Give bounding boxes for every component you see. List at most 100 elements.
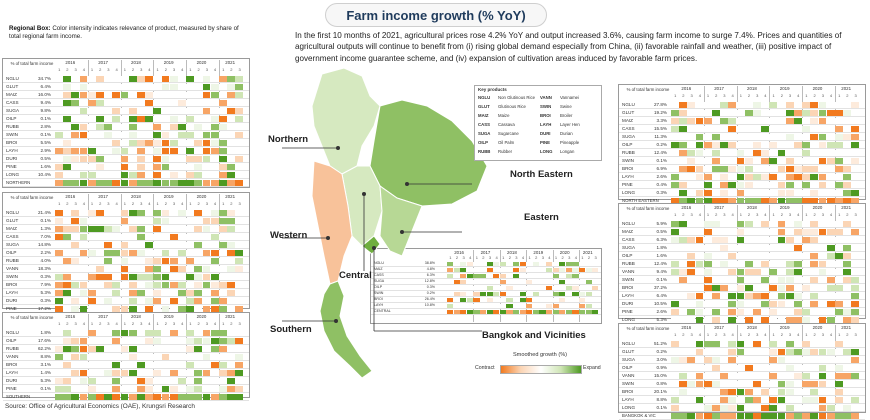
heat-cell — [79, 100, 88, 106]
heat-cell — [728, 150, 737, 156]
heat-cell — [63, 354, 71, 360]
heat-cell — [219, 156, 227, 162]
heat-cell — [835, 253, 843, 259]
heat-cell — [104, 180, 112, 186]
heat-cell — [169, 282, 178, 288]
heat-cell — [679, 341, 687, 347]
row-separator — [3, 264, 249, 265]
heat-cell — [210, 290, 219, 296]
heat-cell — [695, 341, 704, 347]
heat-cell — [826, 221, 835, 227]
heat-cell — [712, 110, 720, 116]
heat-cell — [559, 268, 566, 272]
quarter-label: 1 — [90, 67, 94, 72]
heat-cell — [161, 148, 170, 154]
heat-cell — [137, 306, 145, 312]
quarter-label: 2 — [131, 321, 135, 326]
heat-cell — [210, 124, 219, 130]
map-western[interactable] — [311, 160, 353, 285]
map-bangkok[interactable] — [361, 235, 381, 255]
map-north-eastern[interactable] — [369, 99, 488, 207]
heat-cell — [671, 174, 679, 180]
heat-cell — [753, 317, 761, 323]
heat-cell — [473, 268, 480, 272]
heat-cell — [777, 182, 786, 188]
heat-cell — [736, 182, 745, 188]
heat-cell — [169, 306, 178, 312]
heat-cell — [559, 286, 566, 290]
heat-cell — [153, 386, 162, 392]
heat-cell — [592, 262, 599, 266]
heat-cell — [687, 373, 696, 379]
product-share: 0.4% — [656, 182, 667, 187]
heat-cell — [777, 134, 786, 140]
quarter-label: 2 — [747, 212, 751, 217]
heat-cell — [810, 126, 819, 132]
heat-cell — [466, 286, 473, 290]
quarter-label: 1 — [528, 255, 531, 260]
map-eastern[interactable] — [379, 184, 423, 257]
heat-cell — [194, 140, 203, 146]
heat-cell — [818, 285, 827, 291]
heat-cell — [687, 102, 696, 108]
heat-cell — [736, 269, 745, 275]
heat-cell — [712, 142, 720, 148]
heat-cell — [843, 182, 851, 188]
heat-cell — [769, 221, 778, 227]
share-header: % of total farm income — [626, 206, 670, 211]
key-code-rubb: RUBB — [478, 149, 491, 154]
heat-cell — [728, 301, 737, 307]
heat-cell — [769, 158, 778, 164]
product-row: NGLU 34.7% — [3, 75, 249, 83]
heat-cell — [169, 226, 178, 232]
heat-cell — [112, 338, 121, 344]
northern-table: % of total farm income 2016 2017 2018 2019 20… — [2, 58, 250, 188]
heat-cell — [87, 282, 96, 288]
heat-cell — [794, 182, 802, 188]
heat-cell — [128, 370, 137, 376]
heat-cell — [687, 253, 696, 259]
heat-cell — [826, 134, 835, 140]
product-share: 4.0% — [40, 258, 51, 263]
heat-cell — [777, 174, 786, 180]
map-northern[interactable] — [311, 67, 381, 175]
heat-cell — [851, 126, 860, 132]
heat-cell — [153, 354, 162, 360]
heat-cell — [753, 118, 761, 124]
product-code: OILP — [6, 338, 17, 343]
heat-cell — [843, 166, 851, 172]
map-southern[interactable] — [319, 280, 373, 379]
quarter-label: 3 — [690, 93, 693, 98]
heat-cell — [186, 378, 194, 384]
heat-cell — [128, 234, 137, 240]
heat-cell — [679, 405, 687, 411]
heat-cell — [794, 397, 802, 403]
heat-cell — [810, 158, 819, 164]
heat-cell — [851, 253, 860, 259]
row-separator — [3, 360, 249, 361]
year-label: 2020 — [812, 325, 823, 330]
heat-cell — [227, 378, 235, 384]
heat-cell — [671, 349, 679, 355]
heat-cell — [153, 330, 162, 336]
product-code: RUBB — [622, 150, 635, 155]
heat-cell — [453, 268, 460, 272]
heat-cell — [703, 190, 712, 196]
product-code: LAYH — [6, 370, 18, 375]
heat-cell — [186, 210, 194, 216]
heat-cell — [178, 338, 186, 344]
heat-cell — [532, 286, 539, 290]
heat-cell — [777, 349, 786, 355]
product-row: MAIZ 16.0% — [3, 91, 249, 99]
heat-cell — [194, 132, 203, 138]
heat-cell — [695, 174, 704, 180]
heat-cell — [843, 174, 851, 180]
heat-cell — [79, 140, 88, 146]
product-code: MAIZ — [622, 118, 633, 123]
quarter-label: 4 — [698, 93, 701, 98]
year-label: 2021 — [582, 250, 593, 255]
quarter-label: 3 — [462, 255, 465, 260]
heat-cell — [843, 269, 851, 275]
intro-paragraph: In the first 10 months of 2021, agricult… — [295, 31, 842, 63]
heat-cell — [210, 156, 219, 162]
